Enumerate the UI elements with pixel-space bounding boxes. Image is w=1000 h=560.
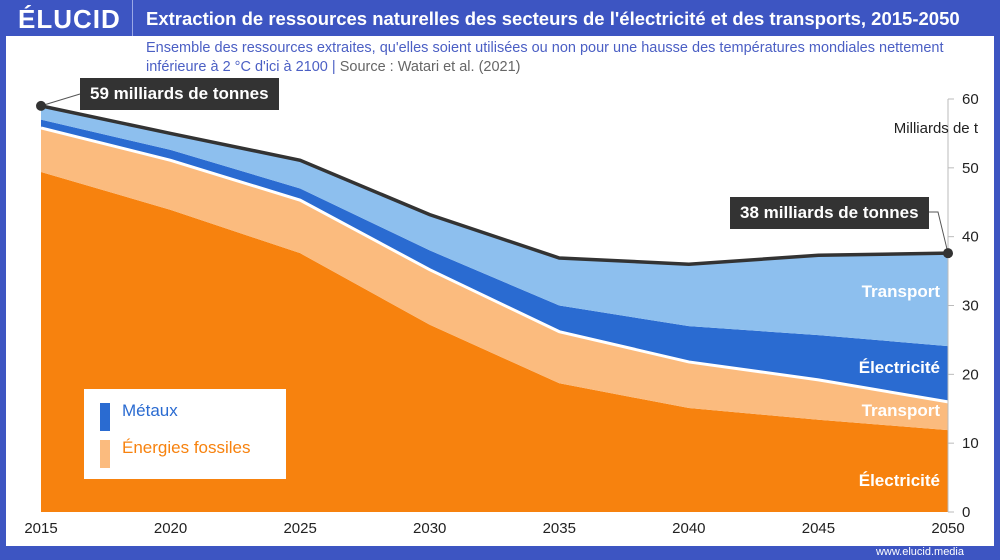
legend-swatch: [100, 403, 110, 431]
fossil-total-line: [40, 126, 949, 404]
x-tick-label: 2050: [931, 520, 964, 537]
y-tick-label: 50: [962, 160, 979, 177]
series-label: Électricité: [859, 471, 940, 490]
legend: Métaux Énergies fossiles: [84, 389, 286, 479]
y-axis-label: Milliards de t: [894, 120, 979, 137]
logo: ÉLUCID: [18, 4, 121, 34]
series-label: Transport: [862, 401, 941, 420]
y-tick-label: 10: [962, 435, 979, 452]
x-tick-label: 2020: [154, 520, 187, 537]
legend-item-fossiles: Énergies fossiles: [100, 438, 251, 468]
y-tick-label: 40: [962, 229, 979, 246]
legend-item-metaux: Métaux: [100, 401, 178, 431]
area-énergies-fossiles-1: [41, 127, 948, 431]
start-point: [36, 100, 46, 111]
end-point: [943, 248, 953, 259]
y-tick-label: 30: [962, 298, 979, 315]
series-label: Transport: [862, 282, 941, 301]
subtitle: Ensemble des ressources extraites, qu'el…: [146, 39, 986, 77]
x-tick-label: 2035: [543, 520, 576, 537]
legend-label: Métaux: [122, 401, 178, 420]
source: Source : Watari et al. (2021): [339, 59, 521, 75]
x-tick-label: 2025: [283, 520, 316, 537]
area-métaux-3: [41, 105, 948, 347]
callout-start: 59 milliards de tonnes: [80, 78, 279, 110]
x-tick-label: 2030: [413, 520, 446, 537]
legend-label: Énergies fossiles: [122, 438, 251, 457]
y-tick-label: 20: [962, 366, 979, 383]
divider: [132, 0, 133, 36]
x-tick-label: 2040: [672, 520, 705, 537]
y-tick-label: 60: [962, 91, 979, 108]
x-tick-label: 2045: [802, 520, 835, 537]
callout-leader: [926, 211, 949, 254]
header: ÉLUCID Extraction de ressources naturell…: [0, 0, 1000, 36]
chart-title: Extraction de ressources naturelles des …: [146, 8, 960, 29]
total-line: [40, 104, 949, 266]
y-tick-label: 0: [962, 504, 970, 521]
subtitle-text: Ensemble des ressources extraites, qu'el…: [146, 40, 944, 75]
callout-end: 38 milliards de tonnes: [730, 197, 929, 229]
x-tick-label: 2015: [24, 520, 57, 537]
series-label: Électricité: [859, 358, 940, 377]
footer-url: www.elucid.media: [875, 546, 964, 558]
callout-leader: [40, 93, 81, 107]
legend-swatch: [100, 440, 110, 468]
